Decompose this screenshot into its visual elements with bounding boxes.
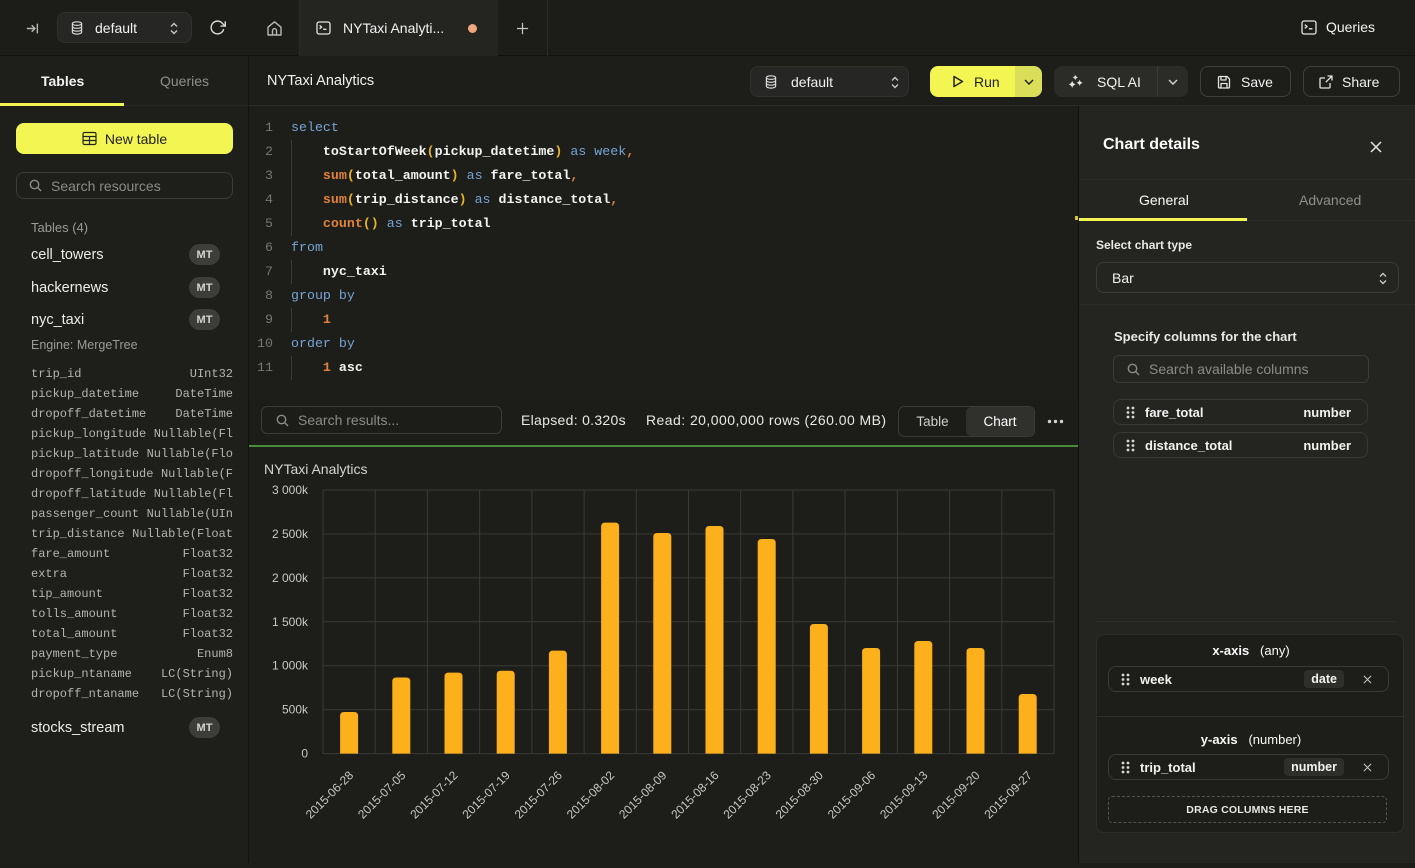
svg-text:1 500k: 1 500k bbox=[272, 615, 309, 629]
svg-text:2015-06-28: 2015-06-28 bbox=[303, 768, 357, 822]
svg-text:2015-07-12: 2015-07-12 bbox=[407, 768, 461, 822]
svg-text:2015-07-05: 2015-07-05 bbox=[355, 768, 409, 822]
svg-text:2015-09-13: 2015-09-13 bbox=[877, 768, 931, 822]
svg-text:2015-07-19: 2015-07-19 bbox=[460, 768, 514, 822]
svg-text:2015-08-09: 2015-08-09 bbox=[616, 768, 670, 822]
svg-text:2015-08-16: 2015-08-16 bbox=[668, 768, 722, 822]
svg-text:NYTaxi Analytics: NYTaxi Analytics bbox=[264, 461, 367, 477]
svg-text:0: 0 bbox=[301, 747, 308, 761]
svg-text:2015-09-20: 2015-09-20 bbox=[929, 768, 983, 822]
svg-text:2015-08-02: 2015-08-02 bbox=[564, 768, 618, 822]
svg-text:500k: 500k bbox=[282, 703, 309, 717]
svg-text:2 000k: 2 000k bbox=[272, 571, 309, 585]
svg-text:2015-09-06: 2015-09-06 bbox=[825, 768, 879, 822]
svg-text:3 000k: 3 000k bbox=[272, 483, 309, 497]
svg-text:2015-07-26: 2015-07-26 bbox=[512, 768, 566, 822]
svg-text:2015-08-23: 2015-08-23 bbox=[721, 768, 775, 822]
svg-text:2015-09-27: 2015-09-27 bbox=[982, 768, 1036, 822]
svg-text:1 000k: 1 000k bbox=[272, 659, 309, 673]
svg-text:2015-08-30: 2015-08-30 bbox=[773, 768, 827, 822]
svg-text:2 500k: 2 500k bbox=[272, 527, 309, 541]
